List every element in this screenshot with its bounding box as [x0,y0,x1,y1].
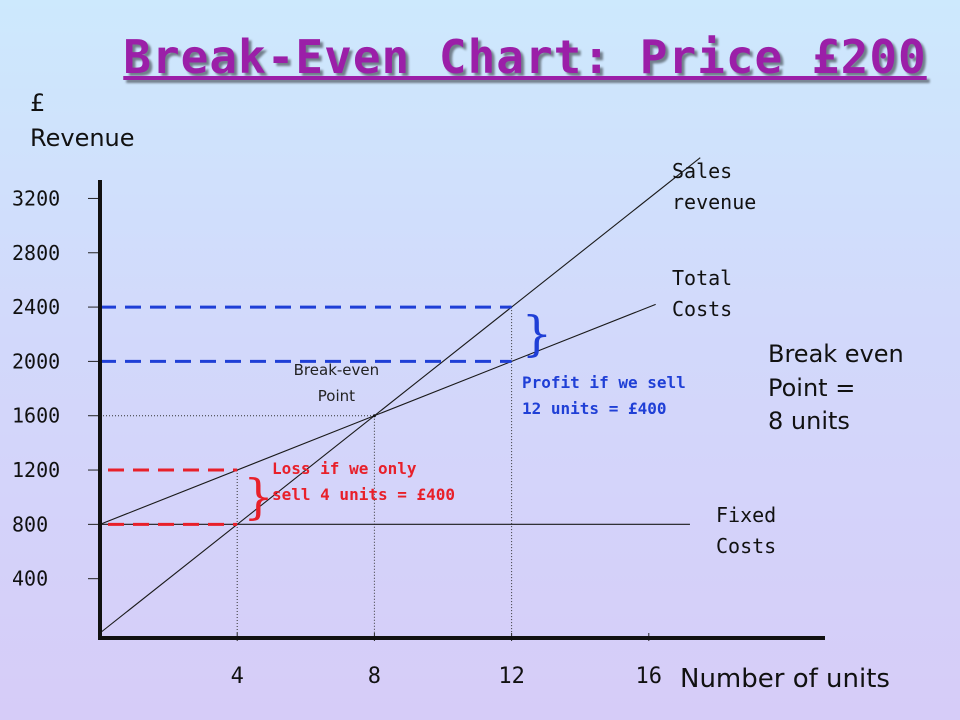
y-tick-label: 800 [12,512,48,536]
x-tick-label: 8 [368,664,381,689]
break-even-label: Break-even Point [294,361,380,405]
series-label-1: Total Costs [672,266,732,321]
loss-annotation: Loss if we only sell 4 units = £400 [272,459,455,504]
x-tick-label: 12 [498,664,525,689]
x-tick-label: 4 [231,664,244,689]
y-tick-label: 2400 [12,295,60,319]
y-tick-label: 400 [12,567,48,591]
y-tick-label: 3200 [12,186,60,210]
y-axis-label: £ Revenue [30,89,135,152]
y-tick-label: 1200 [12,458,60,482]
y-tick-label: 1600 [12,404,60,428]
x-axis-label: Number of units [680,664,890,694]
profit-brace: } [522,306,553,362]
y-tick-label: 2000 [12,349,60,373]
series-label-2: Fixed Costs [716,503,776,558]
chart-title: Break-Even Chart: Price £200 [123,30,927,84]
y-tick-label: 2800 [12,241,60,265]
x-tick-label: 16 [636,664,663,689]
break-even-note: Break even Point = 8 units [768,340,904,436]
break-even-point [372,414,376,418]
series-line-0 [99,157,701,634]
profit-annotation: Profit if we sell 12 units = £400 [522,373,686,418]
series-line-1 [99,303,656,525]
loss-brace: } [243,469,274,525]
series-label-0: Sales revenue [672,159,756,214]
